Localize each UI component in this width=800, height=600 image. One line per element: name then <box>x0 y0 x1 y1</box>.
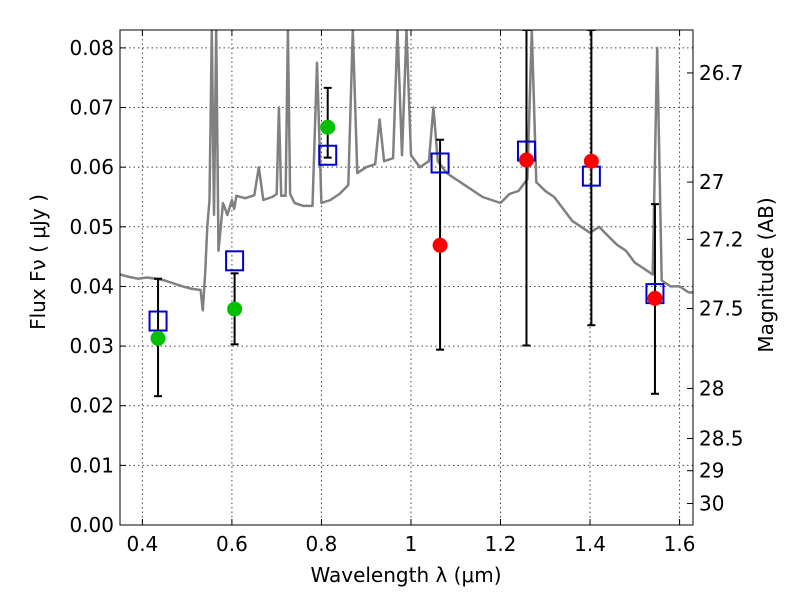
red-data-point <box>432 237 448 253</box>
y2-tick-label: 26.7 <box>699 61 744 85</box>
x-tick-label: 1 <box>405 532 418 556</box>
y-tick-label: 0.04 <box>69 274 114 298</box>
green-data-point <box>150 330 166 346</box>
x-axis-label: Wavelength λ (μm) <box>310 563 501 587</box>
y-tick-label: 0.06 <box>69 155 114 179</box>
x-tick-label: 0.6 <box>216 532 248 556</box>
y-tick-label: 0.07 <box>69 96 114 120</box>
y-tick-label: 0.02 <box>69 394 114 418</box>
model-photometry-square <box>318 144 338 166</box>
model-photometry-square <box>225 250 245 272</box>
y2-tick-label: 30 <box>699 492 724 516</box>
x-tick-label: 1.6 <box>664 532 696 556</box>
x-tick-label: 0.8 <box>306 532 338 556</box>
y-tick-label: 0.03 <box>69 334 114 358</box>
model-photometry-square <box>148 310 168 332</box>
y-tick-label: 0.05 <box>69 215 114 239</box>
axis-ticks: 0.4 0.6 0.8 1 1.2 1.4 1.6 0.00 0.01 0.02 0.03 0.04 0… <box>69 30 744 556</box>
green-data-point <box>320 119 336 135</box>
y2-axis-label: Magnitude (AB) <box>754 197 778 352</box>
plot-series <box>120 30 693 398</box>
model-photometry-square <box>430 152 450 174</box>
x-tick-label: 1.4 <box>574 532 606 556</box>
red-data-point <box>518 152 534 168</box>
y-axis-label: Flux Fν ( μJy ) <box>26 194 50 330</box>
red-data-point <box>647 290 663 306</box>
y2-tick-label: 28 <box>699 376 724 400</box>
y-tick-label: 0.01 <box>69 453 114 477</box>
x-tick-label: 1.2 <box>485 532 517 556</box>
plot-frame <box>119 29 694 526</box>
y2-tick-label: 27.2 <box>699 227 744 251</box>
y2-tick-label: 27 <box>699 170 724 194</box>
y2-tick-label: 29 <box>699 459 724 483</box>
model-spectrum-line <box>120 30 693 312</box>
y-tick-label: 0.08 <box>69 36 114 60</box>
green-data-point <box>227 301 243 317</box>
x-tick-label: 0.4 <box>126 532 158 556</box>
red-data-point <box>583 153 599 169</box>
y2-tick-label: 27.5 <box>699 297 744 321</box>
y2-tick-label: 28.5 <box>699 427 744 451</box>
y-tick-label: 0.00 <box>69 513 114 537</box>
